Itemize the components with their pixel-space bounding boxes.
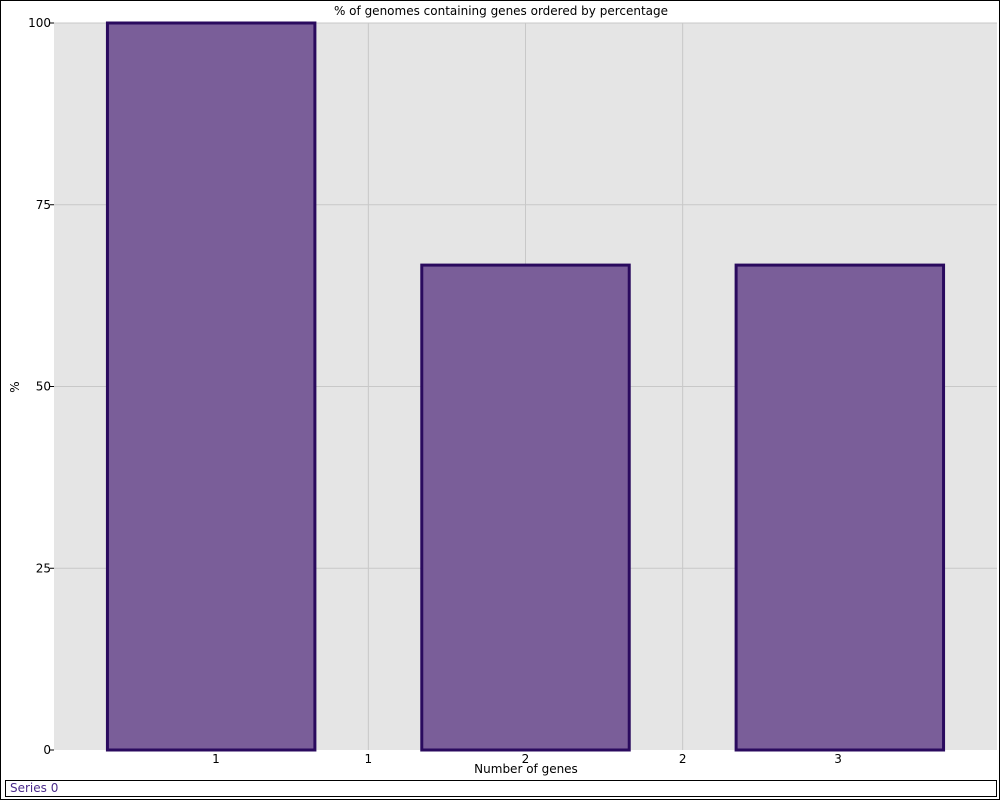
- x-tick-label: 3: [834, 752, 842, 766]
- y-tick-label: 100: [28, 16, 51, 30]
- x-tick-label: 2: [679, 752, 687, 766]
- legend-series-label: Series 0: [10, 781, 59, 795]
- y-tick-label: 50: [36, 380, 51, 394]
- bars: [105, 21, 946, 752]
- bar: [105, 21, 317, 752]
- y-tick-label: 75: [36, 198, 51, 212]
- y-axis-label: %: [8, 381, 22, 392]
- y-axis-ticks: 0 25 50 75 100: [28, 16, 54, 757]
- chart-title: % of genomes containing genes ordered by…: [334, 4, 668, 18]
- x-axis-ticks: 1 1 2 2 3: [212, 752, 842, 766]
- bar: [420, 263, 631, 752]
- y-tick-label: 0: [43, 743, 51, 757]
- y-tick-label: 25: [36, 561, 51, 575]
- x-tick-label: 2: [522, 752, 530, 766]
- x-tick-label: 1: [212, 752, 220, 766]
- bar: [734, 263, 946, 752]
- x-tick-label: 1: [365, 752, 373, 766]
- legend: Series 0: [5, 780, 997, 797]
- x-axis-label: Number of genes: [474, 762, 578, 776]
